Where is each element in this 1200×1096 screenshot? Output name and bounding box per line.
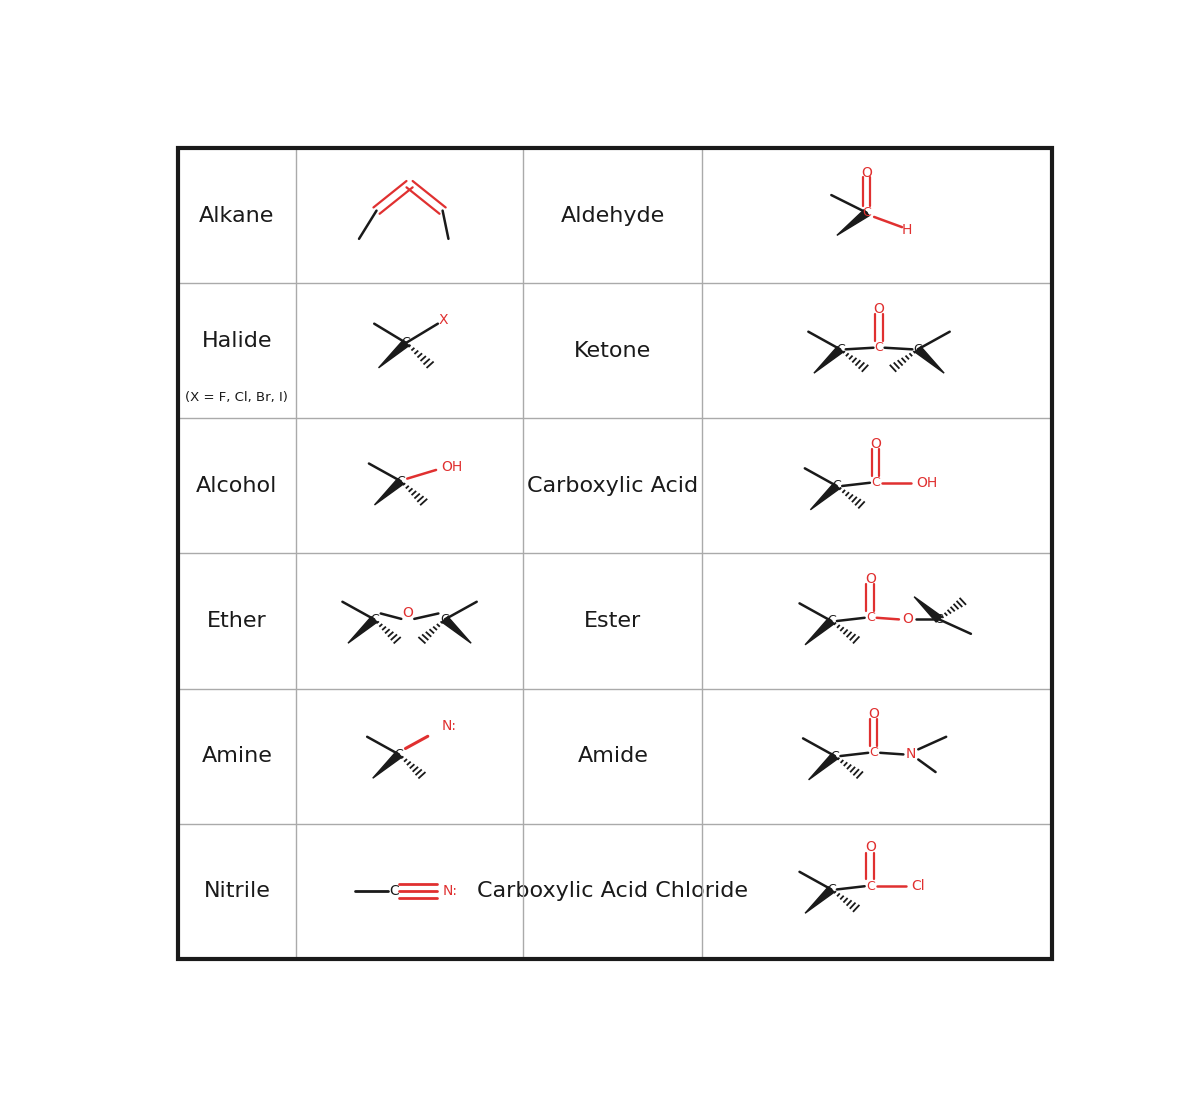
Text: O: O <box>865 572 876 585</box>
Text: Ester: Ester <box>584 610 642 631</box>
Text: Halide: Halide <box>202 331 272 351</box>
Text: N:: N: <box>442 719 457 733</box>
Text: Ketone: Ketone <box>574 341 652 361</box>
Text: OH: OH <box>916 476 937 490</box>
Text: C: C <box>869 746 878 760</box>
Text: C: C <box>935 613 943 626</box>
Text: C: C <box>871 477 880 489</box>
Polygon shape <box>814 346 844 373</box>
Polygon shape <box>378 340 409 368</box>
Text: C: C <box>389 884 398 898</box>
Polygon shape <box>442 617 472 643</box>
Text: O: O <box>870 436 881 450</box>
Text: C: C <box>913 343 923 356</box>
Text: C: C <box>866 612 875 625</box>
Text: C: C <box>370 613 378 626</box>
Text: Amine: Amine <box>202 746 272 766</box>
Text: N: N <box>906 747 916 762</box>
Text: Aldehyde: Aldehyde <box>560 206 665 226</box>
Text: Cl: Cl <box>911 879 924 893</box>
Text: Alcohol: Alcohol <box>197 476 277 496</box>
Text: C: C <box>833 479 841 492</box>
Polygon shape <box>373 752 402 778</box>
Text: X: X <box>438 312 448 327</box>
Text: C: C <box>395 747 403 761</box>
Text: C: C <box>830 750 839 763</box>
Polygon shape <box>805 618 834 644</box>
Text: O: O <box>402 606 413 620</box>
Text: C: C <box>835 343 845 356</box>
Text: C: C <box>827 615 835 628</box>
Text: O: O <box>865 841 876 854</box>
Text: OH: OH <box>442 459 463 473</box>
Text: C: C <box>827 883 835 895</box>
Polygon shape <box>805 887 834 913</box>
Text: C: C <box>863 206 871 219</box>
Text: C: C <box>866 880 875 893</box>
Text: O: O <box>874 301 884 316</box>
Polygon shape <box>836 209 869 236</box>
Polygon shape <box>914 596 942 623</box>
Text: C: C <box>396 475 406 488</box>
Text: Carboxylic Acid Chloride: Carboxylic Acid Chloride <box>478 881 749 901</box>
Text: N:: N: <box>443 884 457 898</box>
Polygon shape <box>374 479 403 505</box>
Text: Nitrile: Nitrile <box>204 881 270 901</box>
Text: H: H <box>902 224 912 238</box>
Text: Alkane: Alkane <box>199 206 275 226</box>
Polygon shape <box>914 346 944 373</box>
Text: C: C <box>875 341 883 354</box>
Text: O: O <box>862 165 872 180</box>
Text: O: O <box>902 613 913 627</box>
Text: Carboxylic Acid: Carboxylic Acid <box>527 476 698 496</box>
Polygon shape <box>348 617 377 643</box>
Polygon shape <box>809 753 838 780</box>
Text: (X = F, Cl, Br, I): (X = F, Cl, Br, I) <box>186 391 288 403</box>
Text: C: C <box>402 336 410 350</box>
Text: Amide: Amide <box>577 746 648 766</box>
Text: Ether: Ether <box>208 610 266 631</box>
Text: O: O <box>869 707 880 721</box>
Polygon shape <box>810 483 840 510</box>
Text: C: C <box>440 613 449 626</box>
